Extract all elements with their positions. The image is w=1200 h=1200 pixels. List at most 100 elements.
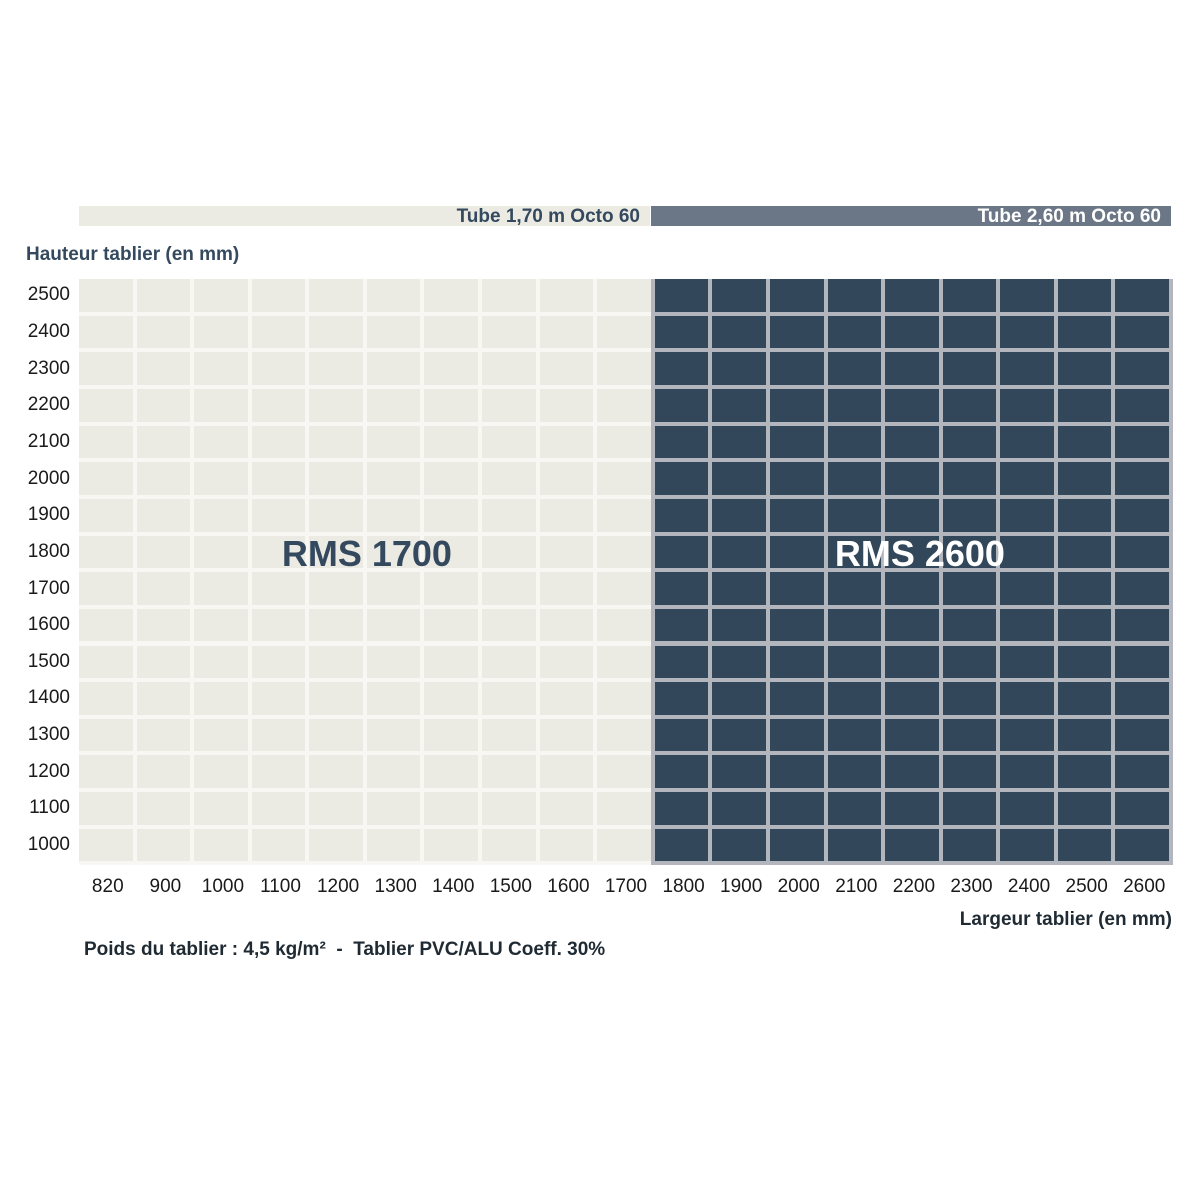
- grid-cell: [827, 425, 882, 459]
- grid-cell: [79, 315, 133, 349]
- grid-cell: [424, 388, 479, 422]
- grid-cell: [597, 425, 651, 459]
- grid-cell: [424, 572, 479, 605]
- grid-cell: [539, 388, 594, 422]
- grid-cell: [597, 572, 651, 605]
- grid-cell: [1057, 572, 1112, 605]
- grid-cell: [539, 792, 594, 825]
- grid-cell: [1115, 828, 1170, 862]
- grid-cell: [79, 462, 133, 495]
- grid-cell: [597, 682, 651, 715]
- grid-cell: [424, 462, 479, 495]
- grid-cell: [1057, 718, 1112, 752]
- grid-cell: [482, 462, 536, 495]
- grid-cell: [79, 682, 133, 715]
- grid-cell: [769, 718, 824, 752]
- grid-cell: [482, 279, 536, 312]
- grid-cell: [942, 608, 997, 642]
- grid-cell: [482, 535, 536, 569]
- grid-cell: [597, 352, 651, 385]
- grid-cell: [136, 828, 191, 862]
- grid-cell: [366, 352, 421, 385]
- grid-cell: [1115, 535, 1170, 569]
- grid-cell: [1115, 572, 1170, 605]
- grid-cell: [769, 498, 824, 532]
- grid-cell: [251, 279, 306, 312]
- grid-cell: [194, 572, 248, 605]
- grid-cell: [309, 388, 363, 422]
- y-tick-label: 2300: [27, 357, 70, 379]
- x-tick-label: 1700: [604, 876, 648, 897]
- grid-cell: [79, 572, 133, 605]
- grid-cell: [366, 279, 421, 312]
- grid-cell: [366, 572, 421, 605]
- grid-cell: [827, 388, 882, 422]
- grid-cell: [654, 572, 709, 605]
- x-tick-label: 1200: [316, 876, 360, 897]
- grid-cell: [1000, 792, 1054, 825]
- grid-cell: [482, 718, 536, 752]
- grid-cell: [942, 755, 997, 789]
- grid-cell: [309, 498, 363, 532]
- grid-cell: [769, 828, 824, 862]
- grid-cell: [769, 755, 824, 789]
- grid-cell: [712, 828, 766, 862]
- grid-cell: [309, 535, 363, 569]
- grid-cell: [309, 718, 363, 752]
- grid-cell: [712, 755, 766, 789]
- grid-cell: [712, 535, 766, 569]
- grid-cell: [136, 792, 191, 825]
- grid-cell: [424, 352, 479, 385]
- grid-cell: [712, 682, 766, 715]
- grid-cell: [136, 388, 191, 422]
- grid-cell: [1000, 828, 1054, 862]
- grid-cell: [366, 755, 421, 789]
- grid-cell: [251, 792, 306, 825]
- grid-cell: [942, 498, 997, 532]
- grid-cell: [654, 718, 709, 752]
- grid-cell: [194, 645, 248, 679]
- grid-cell: [1057, 682, 1112, 715]
- grid-cell: [712, 352, 766, 385]
- grid-cell: [942, 682, 997, 715]
- x-tick-label: 2300: [950, 876, 993, 897]
- grid-cell: [79, 388, 133, 422]
- grid-cell: [366, 828, 421, 862]
- grid-cell: [769, 462, 824, 495]
- y-tick-label: 1600: [27, 614, 70, 636]
- grid-cell: [251, 352, 306, 385]
- grid-cell: [251, 572, 306, 605]
- grid-cell: [194, 828, 248, 862]
- grid-cell: [194, 792, 248, 825]
- grid-cell: [366, 608, 421, 642]
- x-tick-label: 1900: [720, 876, 763, 897]
- grid-cell: [1057, 352, 1112, 385]
- grid-cell: [309, 572, 363, 605]
- grid-cell: [482, 425, 536, 459]
- grid-cell: [885, 279, 939, 312]
- grid-cell: [424, 315, 479, 349]
- grid-cell: [309, 828, 363, 862]
- grid-cell: [885, 828, 939, 862]
- grid-cell: [654, 755, 709, 789]
- footnote: Poids du tablier : 4,5 kg/m² - Tablier P…: [84, 939, 606, 960]
- grid-cell: [769, 608, 824, 642]
- grid-cell: [885, 388, 939, 422]
- grid-cell: [654, 425, 709, 459]
- grid-cell: [251, 498, 306, 532]
- grid-cell: [597, 388, 651, 422]
- grid-cell: [712, 498, 766, 532]
- grid-cell: [136, 498, 191, 532]
- grid-cell: [654, 828, 709, 862]
- region-label: RMS 2600: [834, 532, 1005, 574]
- grid-cell: [251, 535, 306, 569]
- grid-cell: [597, 498, 651, 532]
- grid-cell: [942, 315, 997, 349]
- grid-cell: [136, 352, 191, 385]
- grid-cell: [1057, 462, 1112, 495]
- grid-cell: [539, 828, 594, 862]
- grid-cell: [309, 425, 363, 459]
- grid-cell: [769, 682, 824, 715]
- grid-cell: [827, 498, 882, 532]
- grid-cell: [79, 279, 133, 312]
